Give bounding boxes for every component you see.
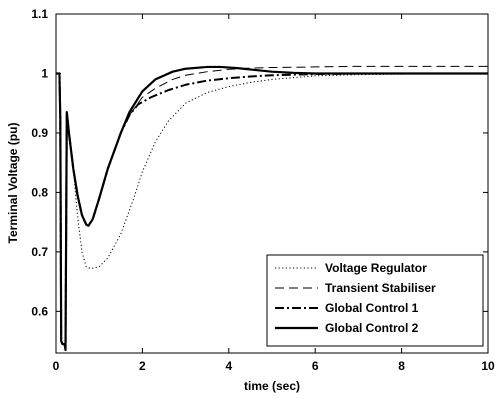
- legend: Voltage Regulator Transient Stabiliser Glo…: [266, 254, 484, 347]
- x-tick-label: 2: [139, 359, 146, 373]
- series-line-voltage-regulator: [56, 72, 488, 351]
- legend-label: Global Control 2: [325, 321, 419, 335]
- y-tick-label: 0.9: [31, 126, 48, 140]
- legend-box: [266, 254, 484, 347]
- x-axis-label: time (sec): [244, 379, 300, 393]
- legend-label: Global Control 1: [325, 301, 419, 315]
- series-line-global-control-2: [56, 65, 488, 352]
- legend-label: Transient Stabiliser: [325, 281, 436, 295]
- x-tick-label: 0: [53, 359, 60, 373]
- legend-entries: Voltage Regulator Transient Stabiliser Glo…: [275, 261, 436, 335]
- x-tick-label: 4: [225, 359, 232, 373]
- y-tick-label: 0.7: [31, 245, 48, 259]
- y-tick-label: 0.8: [31, 185, 48, 199]
- y-axis-label: Terminal Voltage (pu): [6, 123, 20, 244]
- x-tick-label: 10: [481, 359, 495, 373]
- tick-layer: 0 2 4 6 8 10 0.6 0.7 0.8 0.9 1 1.1: [31, 7, 495, 373]
- y-tick-label: 0.6: [31, 304, 48, 318]
- y-tick-label: 1: [41, 66, 48, 80]
- legend-label: Voltage Regulator: [325, 261, 427, 275]
- y-tick-label: 1.1: [31, 7, 48, 21]
- series-layer: [56, 65, 488, 352]
- x-tick-label: 6: [312, 359, 319, 373]
- x-tick-label: 8: [398, 359, 405, 373]
